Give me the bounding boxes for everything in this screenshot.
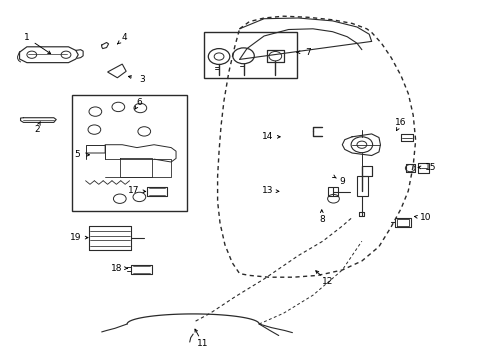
- Text: 8: 8: [318, 215, 324, 224]
- Bar: [356, 176, 367, 196]
- Text: 7: 7: [305, 48, 310, 57]
- Text: 2: 2: [34, 125, 40, 134]
- Bar: [72, 95, 187, 211]
- Text: 1: 1: [24, 33, 30, 42]
- Text: 15: 15: [424, 163, 435, 172]
- Bar: [204, 32, 297, 78]
- Text: 10: 10: [419, 213, 430, 222]
- Text: 13: 13: [262, 186, 273, 195]
- Text: 11: 11: [197, 339, 208, 348]
- Text: 4: 4: [122, 33, 127, 42]
- Text: 12: 12: [321, 277, 333, 286]
- Text: 16: 16: [394, 118, 406, 127]
- Bar: [327, 187, 337, 196]
- Text: 9: 9: [339, 177, 345, 186]
- Text: 5: 5: [74, 150, 80, 159]
- Text: 19: 19: [70, 233, 81, 242]
- Text: 3: 3: [139, 75, 144, 84]
- Text: 18: 18: [110, 264, 122, 273]
- Text: 14: 14: [262, 132, 273, 141]
- Text: 6: 6: [136, 98, 142, 107]
- Text: 17: 17: [127, 186, 139, 195]
